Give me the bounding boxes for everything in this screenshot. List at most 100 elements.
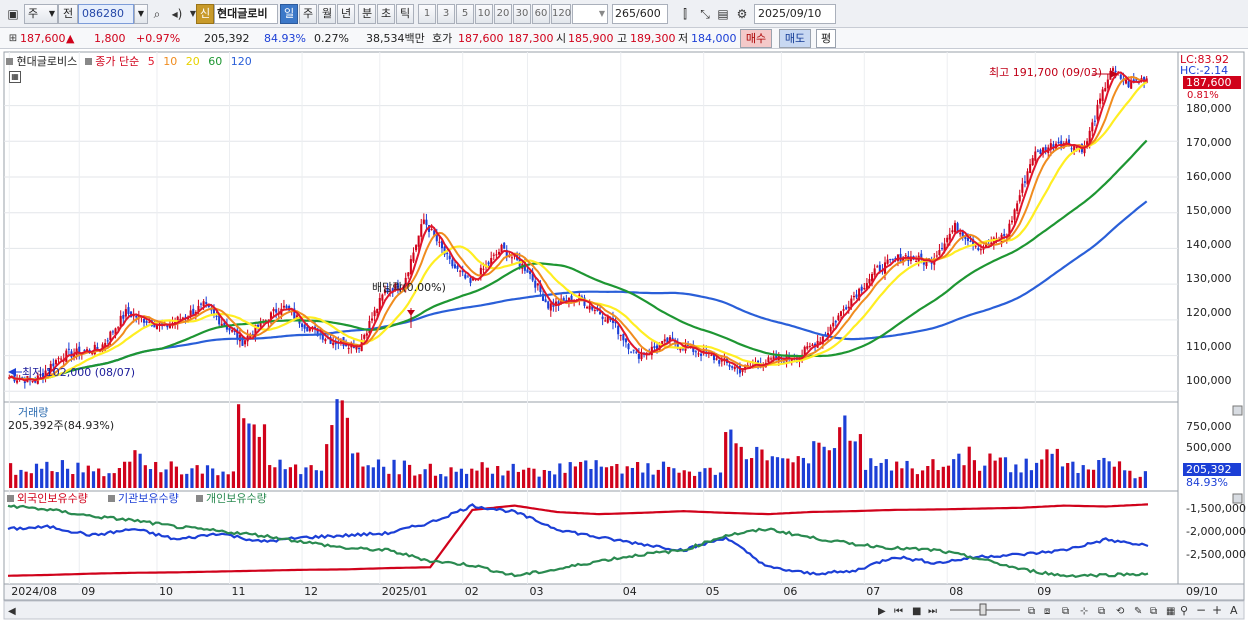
settings-gear-icon[interactable]: ⚙ [736, 7, 748, 21]
holdings-pane-close-icon[interactable] [1232, 493, 1243, 504]
zoom-out-icon[interactable]: − [1196, 603, 1206, 617]
price-tick: 180,000 [1186, 102, 1232, 115]
current-pct-tag: 0.81% [1187, 90, 1219, 101]
interval-120[interactable]: 120 [551, 4, 571, 24]
volume-pane-close-icon[interactable] [1232, 405, 1243, 416]
candle-body [834, 321, 837, 323]
new-badge[interactable]: 신 [196, 4, 214, 24]
volume-bar [977, 470, 982, 488]
copy-icon[interactable]: ⧉ [1150, 606, 1157, 617]
table-toggle-icon[interactable]: ▦ [9, 71, 21, 83]
candle-body [876, 266, 879, 268]
volume-bar [843, 415, 847, 488]
zoom-slider-handle[interactable] [979, 603, 987, 616]
volume-bar [195, 465, 199, 488]
indicator-icon[interactable]: ⧉ [1098, 606, 1105, 617]
volume-bar [444, 476, 448, 488]
volume-bar [1003, 457, 1008, 488]
volume-bar [506, 470, 510, 488]
candle-body [728, 364, 731, 367]
volume-bar [361, 466, 365, 488]
tab-day[interactable]: 일 [280, 4, 298, 24]
scroll-left-icon[interactable]: ◀ [8, 606, 16, 617]
sell-button[interactable]: 매도 [779, 29, 811, 48]
split-icon[interactable]: ⧈ [1044, 606, 1050, 617]
volume-bar [630, 467, 635, 488]
volume-bar [205, 465, 210, 488]
volume-bar [293, 464, 298, 488]
rewind-icon[interactable]: ⏮ [894, 606, 903, 617]
candle-body [487, 262, 490, 265]
buy-button[interactable]: 매수 [740, 29, 772, 48]
count-field[interactable]: 265/600 [612, 4, 668, 24]
volume-bar [858, 434, 863, 488]
interval-3[interactable]: 3 [437, 4, 455, 24]
candle-body [430, 229, 433, 231]
volume-bar [164, 469, 168, 488]
grid-icon[interactable]: ▦ [1166, 606, 1175, 617]
candle-body [16, 380, 19, 383]
candle-body [166, 324, 169, 328]
tab-tick[interactable]: 틱 [396, 4, 414, 24]
window-icon[interactable]: ▣ [7, 7, 19, 21]
interval-30[interactable]: 30 [513, 4, 531, 24]
chart-area[interactable]: 180,000 170,000 160,000 150,000 140,000 … [0, 50, 1248, 621]
speaker-chevron-icon[interactable]: ▼ [189, 9, 197, 18]
pen-icon[interactable]: ✎ [1134, 606, 1142, 617]
volume-bar [806, 463, 811, 488]
date-field[interactable]: 2025/09/10 [754, 4, 836, 24]
reset-icon[interactable]: ⟲ [1116, 606, 1125, 617]
interval-custom-input[interactable]: ▼ [572, 4, 608, 24]
compare-icon[interactable]: ⧉ [1062, 606, 1069, 617]
volume-bar [335, 399, 339, 488]
tab-second[interactable]: 초 [377, 4, 395, 24]
candle-body [1119, 74, 1122, 79]
layout-icon[interactable]: ⧉ [1028, 606, 1035, 617]
interval-60[interactable]: 60 [532, 4, 550, 24]
scroll-right-icon[interactable]: ▶ [878, 606, 886, 617]
candle-body [114, 328, 117, 335]
interval-5[interactable]: 5 [456, 4, 474, 24]
interval-20[interactable]: 20 [494, 4, 512, 24]
save-icon[interactable]: ▤ [717, 7, 729, 21]
stop-icon[interactable]: ■ [912, 606, 921, 617]
font-size-icon[interactable]: A [1230, 604, 1238, 617]
stock-code-input[interactable]: 086280 [78, 4, 134, 24]
volume-bar [972, 460, 977, 488]
speaker-icon[interactable]: ◂) [171, 7, 183, 21]
search-icon[interactable]: ⌕ [153, 7, 161, 21]
market-select[interactable]: 주 ▼ [24, 4, 58, 24]
tab-year[interactable]: 년 [337, 4, 355, 24]
stock-chart-svg[interactable]: 180,000 170,000 160,000 150,000 140,000 … [0, 50, 1248, 621]
candle-body [557, 301, 560, 305]
legend-ma-label: 종가 단순 [95, 55, 140, 68]
candle-type-icon[interactable]: ⫿ [683, 7, 687, 21]
zoom-in-icon[interactable]: + [1212, 603, 1222, 617]
interval-1[interactable]: 1 [418, 4, 436, 24]
candle-body [482, 268, 485, 270]
scroll-bar[interactable] [3, 600, 1245, 620]
zoom-icon[interactable]: ⚲ [1180, 604, 1188, 617]
candle-body [829, 326, 832, 332]
candle-body [1060, 140, 1063, 147]
expand-icon[interactable]: ⊞ [8, 33, 18, 44]
tab-week[interactable]: 주 [299, 4, 317, 24]
candle-body [184, 316, 187, 318]
tab-minute[interactable]: 분 [358, 4, 376, 24]
stock-name-field[interactable]: 현대글로비 [214, 4, 278, 24]
interval-10[interactable]: 10 [475, 4, 493, 24]
ma120-line [9, 200, 1148, 381]
candle-body [661, 340, 664, 345]
forward-icon[interactable]: ⏭ [928, 606, 937, 617]
period-label-button[interactable]: 전 [58, 4, 78, 24]
crosshair-icon[interactable]: ⊹ [1080, 606, 1088, 617]
candle-body [269, 312, 273, 322]
average-button[interactable]: 평 [816, 29, 836, 48]
drawing-tool-icon[interactable]: ⤡ [700, 7, 710, 21]
candle-body [189, 310, 192, 318]
volume-bar [433, 475, 438, 488]
code-dropdown-icon[interactable]: ▼ [134, 4, 148, 24]
tab-month[interactable]: 월 [318, 4, 336, 24]
volume-bar [832, 448, 837, 488]
volume-bar [993, 460, 997, 488]
